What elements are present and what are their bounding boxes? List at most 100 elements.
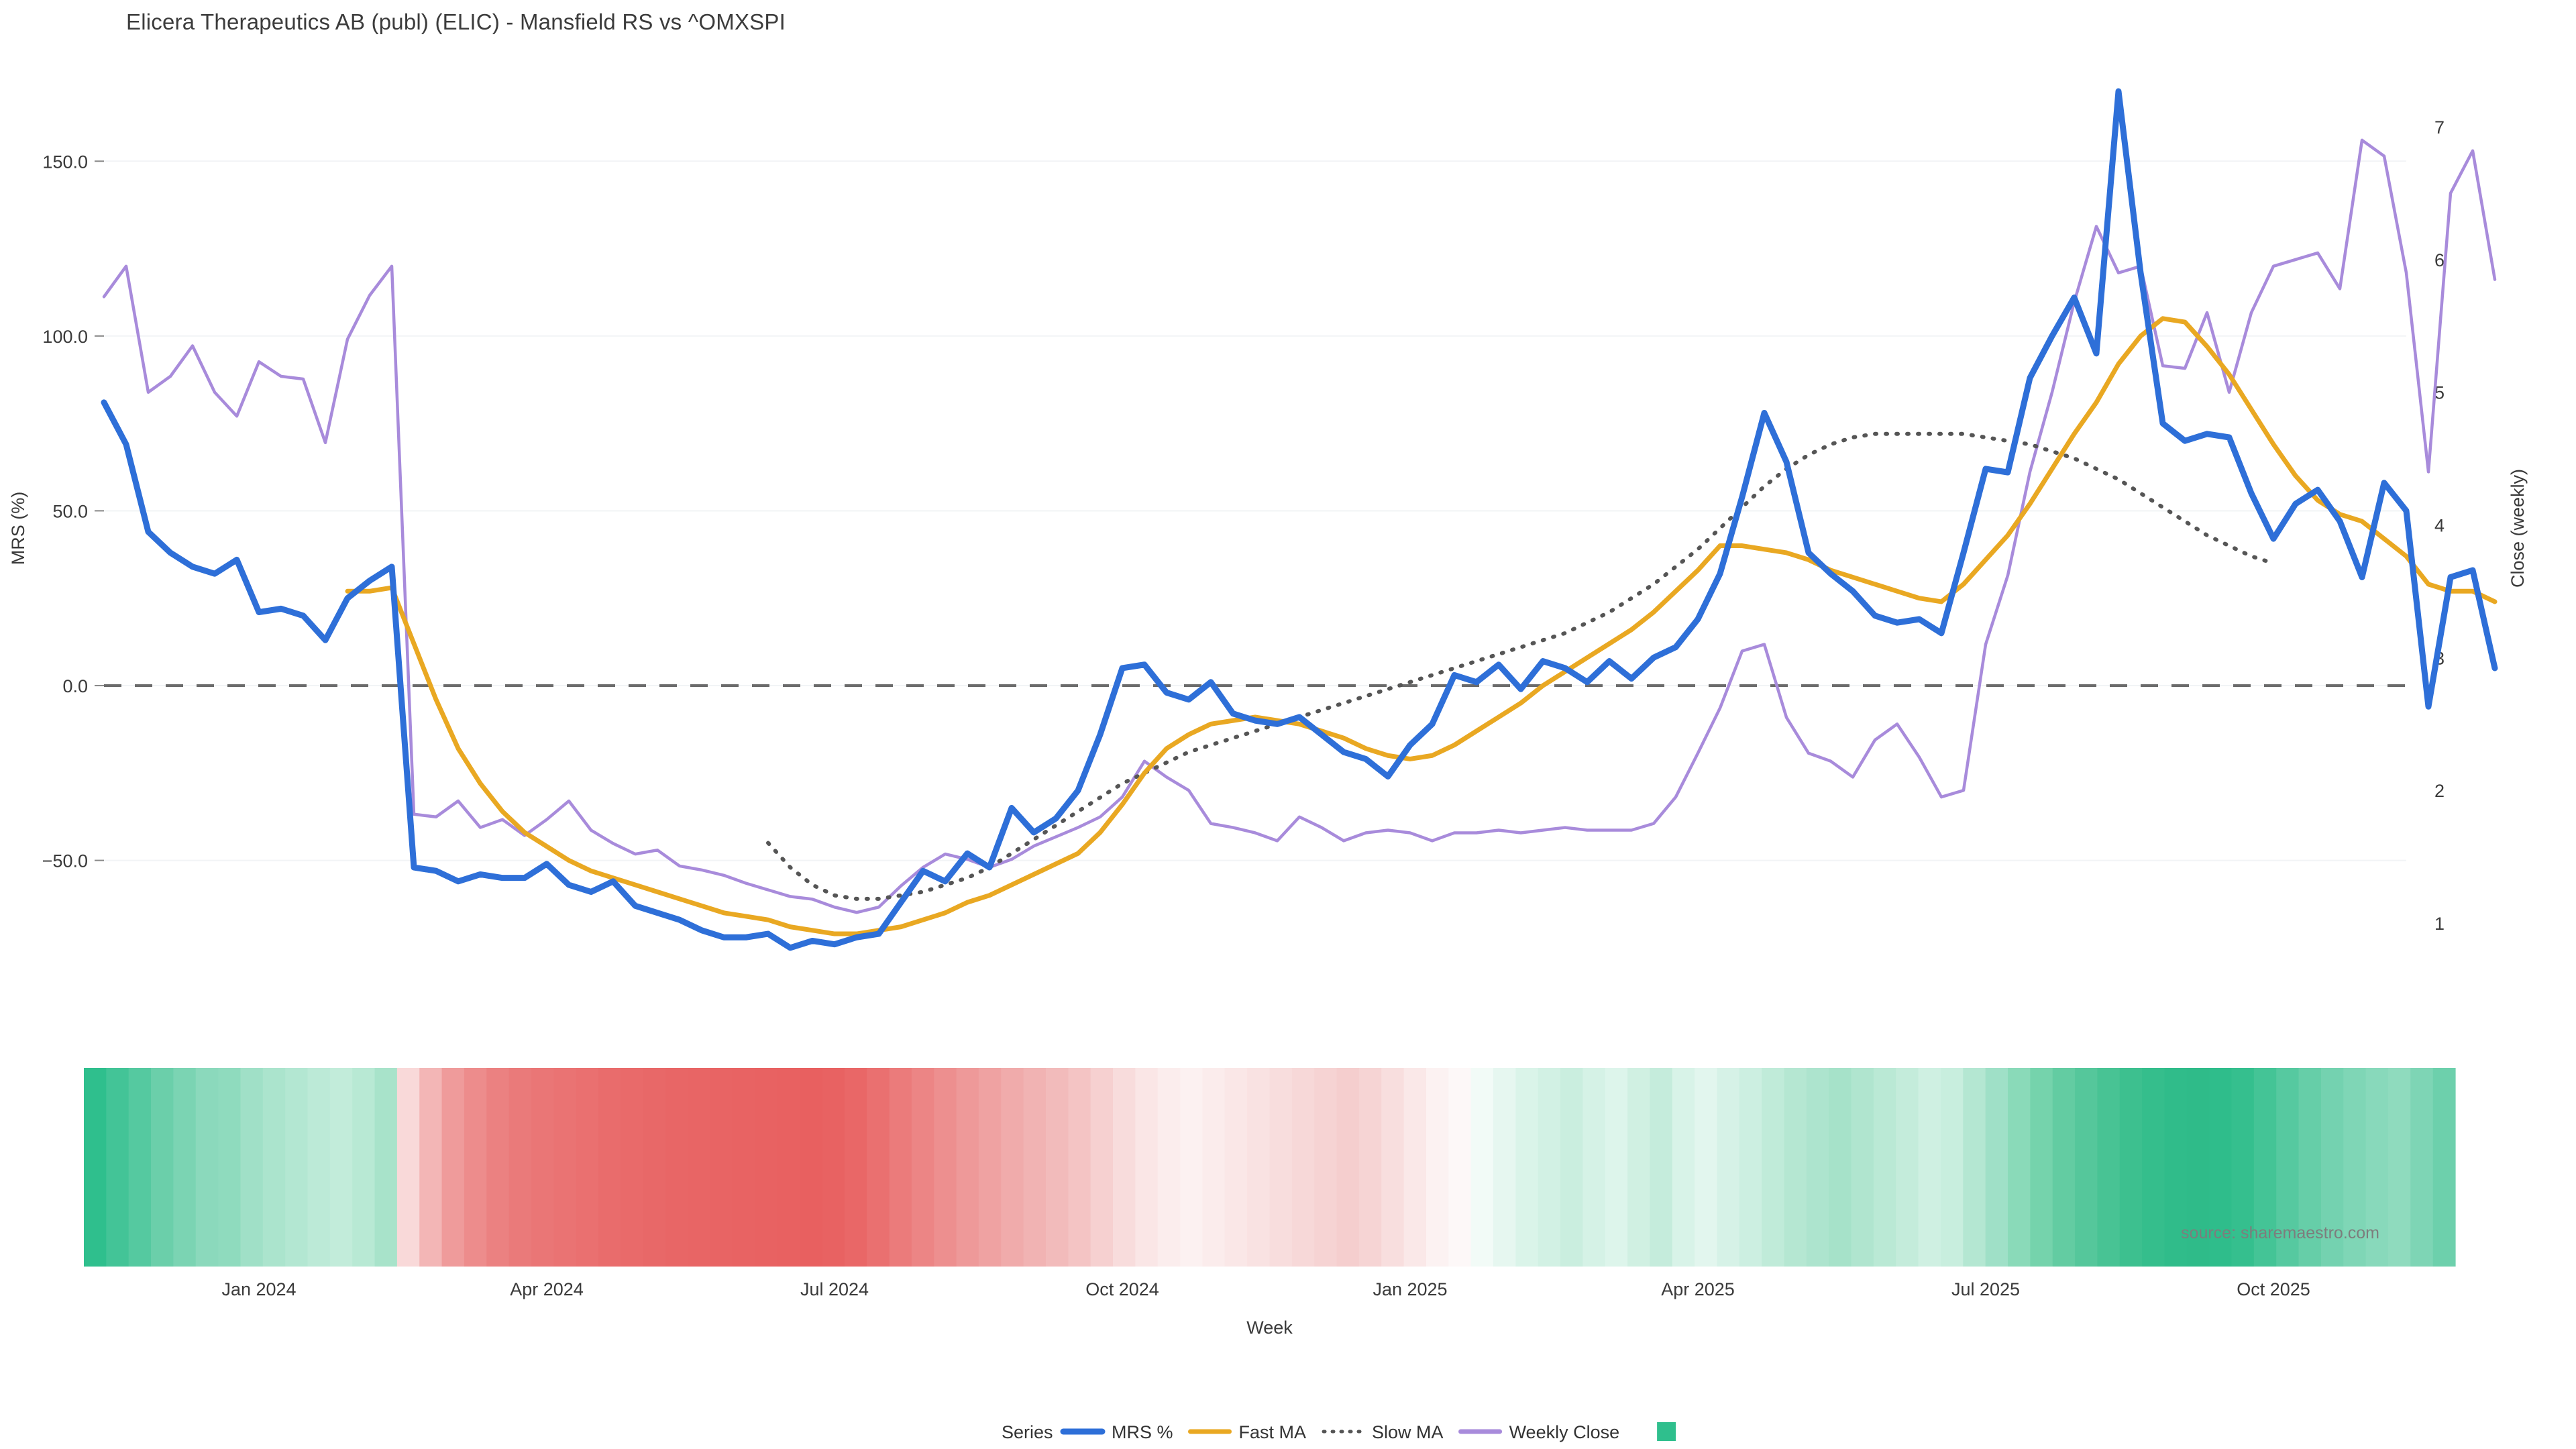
heatmap-band bbox=[2209, 1068, 2233, 1267]
heatmap-band bbox=[867, 1068, 890, 1267]
heatmap-band bbox=[352, 1068, 376, 1267]
heatmap-band bbox=[777, 1068, 800, 1267]
series-line-mrs- bbox=[101, 88, 2498, 951]
heatmap-band bbox=[1963, 1068, 1986, 1267]
y2-tick-label: 1 bbox=[2434, 914, 2445, 934]
heatmap-band bbox=[1358, 1068, 1382, 1267]
heatmap-band bbox=[464, 1068, 487, 1267]
y2-tick-label: 6 bbox=[2434, 250, 2445, 270]
legend-label-weekly-close[interactable]: Weekly Close bbox=[1509, 1422, 1620, 1442]
heatmap-band bbox=[1851, 1068, 1874, 1267]
heatmap-band bbox=[218, 1068, 241, 1267]
heatmap-band bbox=[1426, 1068, 1449, 1267]
heatmap-band bbox=[2432, 1068, 2456, 1267]
series-line-weekly-close bbox=[102, 138, 2497, 914]
heatmap-band bbox=[1672, 1068, 1695, 1267]
heatmap-band bbox=[2008, 1068, 2031, 1267]
heatmap-band bbox=[1515, 1068, 1539, 1267]
chart-legend: Series MRS % Fast MA Slow MA Weekly Close bbox=[1002, 1422, 1676, 1442]
y2-tick-label: 2 bbox=[2434, 781, 2445, 801]
heatmap-band bbox=[1090, 1068, 1114, 1267]
heatmap-band bbox=[1336, 1068, 1360, 1267]
heatmap-band bbox=[307, 1068, 331, 1267]
x-tick-label: Oct 2025 bbox=[2237, 1279, 2310, 1299]
y-axis-title: MRS (%) bbox=[8, 492, 28, 566]
x-axis-title: Week bbox=[1246, 1318, 1293, 1338]
heatmap-band bbox=[151, 1068, 174, 1267]
series-line-fast-ma bbox=[345, 316, 2498, 936]
heatmap-band bbox=[1001, 1068, 1024, 1267]
heatmap-band bbox=[822, 1068, 845, 1267]
heatmap-band bbox=[508, 1068, 532, 1267]
heatmap-band bbox=[441, 1068, 465, 1267]
heatmap-band bbox=[844, 1068, 867, 1267]
legend-label-fast-ma[interactable]: Fast MA bbox=[1239, 1422, 1307, 1442]
heatmap-band bbox=[128, 1068, 152, 1267]
heatmap-band bbox=[978, 1068, 1002, 1267]
heatmap-band bbox=[1717, 1068, 1740, 1267]
heatmap-band bbox=[576, 1068, 599, 1267]
x-tick-label: Jan 2024 bbox=[221, 1279, 296, 1299]
heatmap-band bbox=[1940, 1068, 1964, 1267]
heatmap-band bbox=[1650, 1068, 1673, 1267]
heatmap-band bbox=[2142, 1068, 2165, 1267]
heatmap-band bbox=[643, 1068, 666, 1267]
heatmap-band bbox=[2097, 1068, 2121, 1267]
heatmap-band bbox=[486, 1068, 510, 1267]
y-tick-label: −50.0 bbox=[42, 851, 88, 871]
heatmap-band bbox=[1381, 1068, 1405, 1267]
heatmap-band bbox=[2365, 1068, 2389, 1267]
heatmap-band bbox=[1829, 1068, 1852, 1267]
heatmap-band bbox=[1046, 1068, 1069, 1267]
heatmap-band bbox=[1985, 1068, 2008, 1267]
y2-axis-title: Close (weekly) bbox=[2508, 469, 2528, 588]
heatmap-band bbox=[598, 1068, 621, 1267]
x-tick-label: Oct 2024 bbox=[1085, 1279, 1159, 1299]
heatmap-band bbox=[419, 1068, 443, 1267]
heatmap-band bbox=[2253, 1068, 2277, 1267]
heatmap-band bbox=[1470, 1068, 1494, 1267]
heatmap-band bbox=[531, 1068, 554, 1267]
heatmap-band bbox=[1269, 1068, 1293, 1267]
heatmap-band bbox=[1695, 1068, 1718, 1267]
heatmap-band bbox=[1873, 1068, 1896, 1267]
heatmap-band bbox=[1314, 1068, 1338, 1267]
y2-tick-label: 7 bbox=[2434, 117, 2445, 138]
y-tick-label: 50.0 bbox=[52, 501, 88, 521]
heatmap-band bbox=[733, 1068, 756, 1267]
heatmap-band bbox=[1582, 1068, 1606, 1267]
y2-tick-label: 5 bbox=[2434, 383, 2445, 403]
y-tick-label: 0.0 bbox=[62, 676, 88, 696]
heatmap-band bbox=[396, 1068, 420, 1267]
heatmap-band bbox=[2052, 1068, 2076, 1267]
heatmap-band bbox=[2186, 1068, 2210, 1267]
heatmap-band bbox=[911, 1068, 934, 1267]
heatmap-band bbox=[1762, 1068, 1785, 1267]
y2-tick-label: 4 bbox=[2434, 516, 2445, 536]
heatmap-band bbox=[1918, 1068, 1941, 1267]
heatmap-band bbox=[2320, 1068, 2344, 1267]
heatmap-band bbox=[1023, 1068, 1046, 1267]
heatmap-band bbox=[1896, 1068, 1919, 1267]
heatmap-band bbox=[1538, 1068, 1561, 1267]
heatmap-band bbox=[1224, 1068, 1248, 1267]
heatmap-band bbox=[173, 1068, 197, 1267]
heatmap-band bbox=[1784, 1068, 1807, 1267]
legend-swatch-heat[interactable] bbox=[1657, 1422, 1676, 1441]
heatmap-strip bbox=[84, 1068, 2456, 1267]
heatmap-band bbox=[1135, 1068, 1159, 1267]
heatmap-band bbox=[1113, 1068, 1136, 1267]
page-title: Elicera Therapeutics AB (publ) (ELIC) - … bbox=[126, 9, 786, 34]
heatmap-band bbox=[1291, 1068, 1315, 1267]
heatmap-band bbox=[553, 1068, 577, 1267]
legend-label-slow-ma[interactable]: Slow MA bbox=[1372, 1422, 1444, 1442]
legend-title: Series bbox=[1002, 1422, 1053, 1442]
heatmap-band bbox=[800, 1068, 823, 1267]
heatmap-band bbox=[1448, 1068, 1472, 1267]
legend-label-mrs-[interactable]: MRS % bbox=[1112, 1422, 1173, 1442]
source-note: source: sharemaestro.com bbox=[2181, 1224, 2379, 1242]
heatmap-band bbox=[889, 1068, 912, 1267]
heatmap-band bbox=[2298, 1068, 2322, 1267]
heatmap-band bbox=[1493, 1068, 1516, 1267]
